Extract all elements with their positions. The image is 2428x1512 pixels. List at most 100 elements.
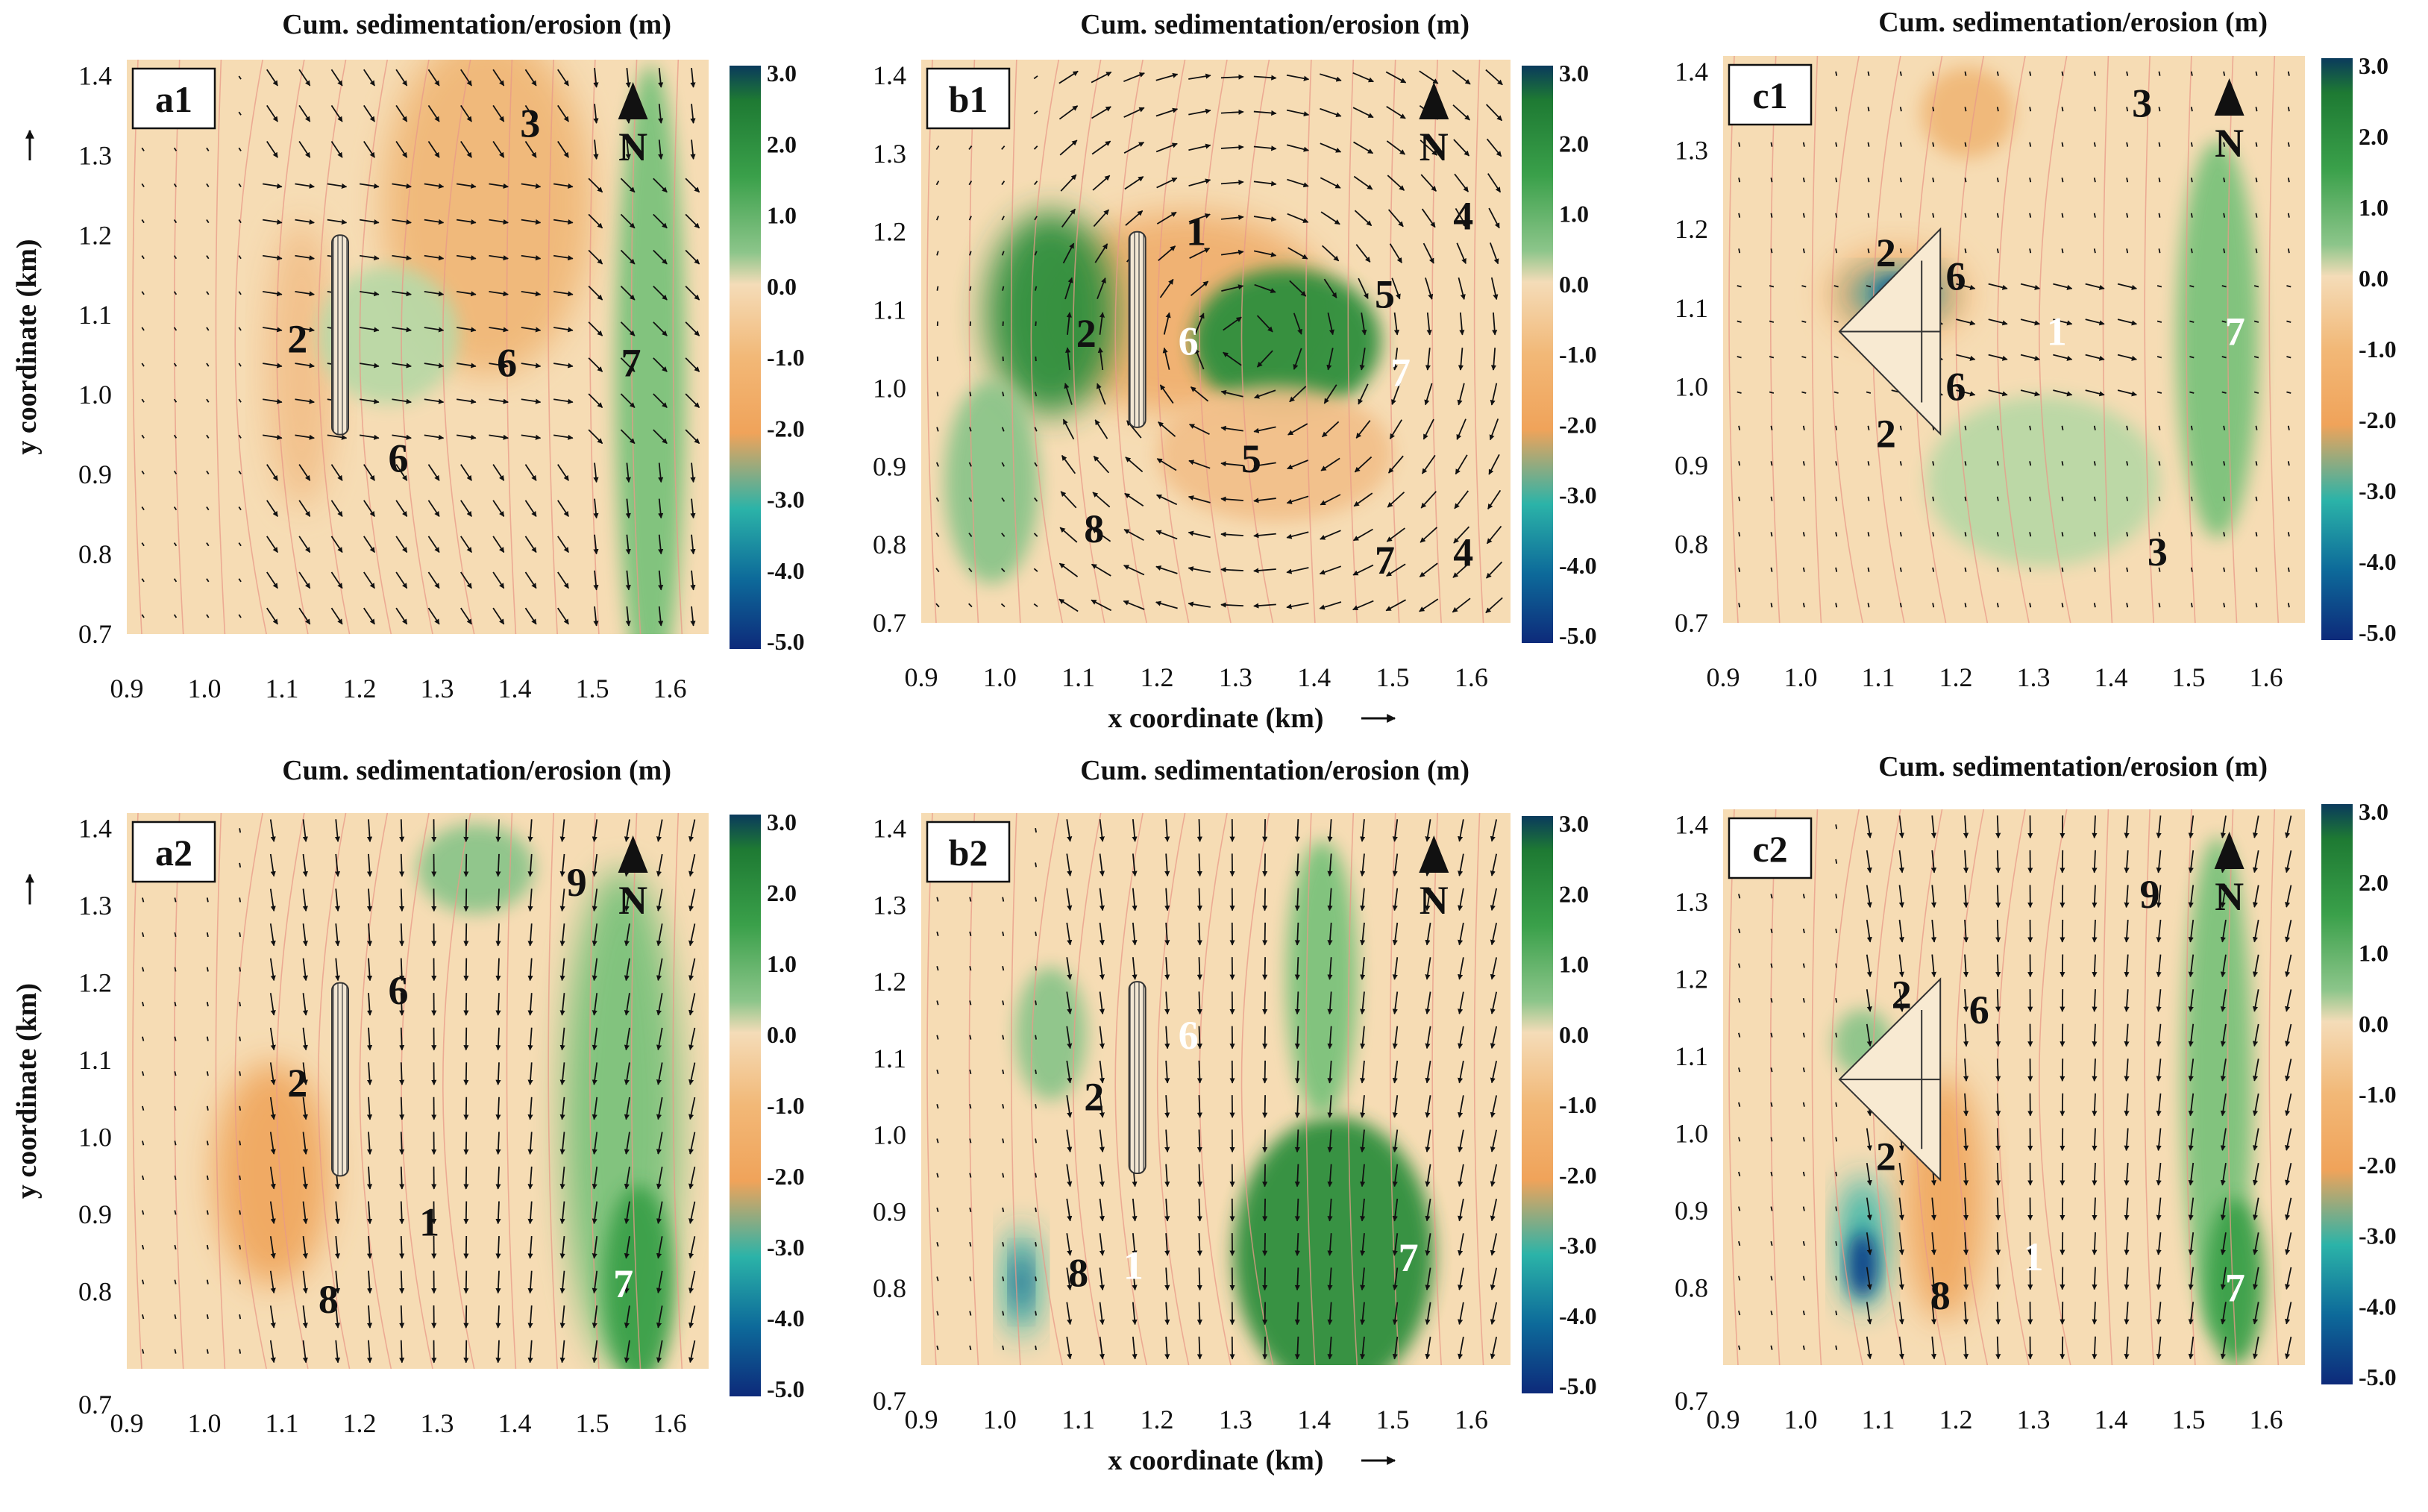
- velocity-arrow: [1490, 1026, 1498, 1050]
- panel-label-text: b2: [949, 832, 988, 873]
- velocity-arrow: [1001, 462, 1005, 467]
- colorbar: 3.0 2.0 1.0 0.0 -1.0 -2.0 -3.0 -4.0 -5.0: [2321, 798, 2397, 1390]
- velocity-arrow: [330, 571, 343, 589]
- velocity-arrow: [1392, 1129, 1399, 1152]
- velocity-arrow: [424, 290, 445, 297]
- colorbar-tick-label: -5.0: [1559, 1373, 1597, 1399]
- velocity-arrow: [1158, 245, 1176, 261]
- velocity-arrow: [1352, 72, 1374, 83]
- velocity-arrow: [1457, 383, 1465, 406]
- velocity-arrow: [173, 578, 178, 583]
- bathymetry-contour: [1240, 813, 1274, 1365]
- velocity-arrow: [1001, 181, 1006, 186]
- velocity-arrow: [330, 464, 343, 481]
- y-tick-label: 1.4: [1675, 57, 1708, 87]
- velocity-arrow: [1455, 208, 1468, 228]
- y-tick-label: 1.1: [873, 1044, 906, 1073]
- velocity-arrow: [527, 1097, 533, 1120]
- zone-label: 8: [1084, 506, 1104, 551]
- velocity-arrow: [427, 500, 440, 517]
- velocity-arrow: [2060, 919, 2065, 943]
- groin-structure: [1128, 981, 1146, 1175]
- bathymetry-contour: [1347, 60, 1358, 623]
- velocity-arrow: [1099, 1267, 1105, 1290]
- velocity-arrow: [1737, 320, 1742, 323]
- x-tick-label: 1.0: [983, 1405, 1017, 1434]
- velocity-arrow: [1035, 1035, 1038, 1040]
- velocity-arrow: [1490, 1233, 1498, 1256]
- velocity-arrow: [1738, 496, 1741, 501]
- velocity-arrow: [1738, 178, 1741, 183]
- colorbar-tick-label: -2.0: [1559, 1161, 1597, 1188]
- bathymetry-contour: [1199, 60, 1232, 623]
- velocity-arrow: [1034, 181, 1038, 186]
- velocity-arrow: [334, 888, 341, 912]
- velocity-arrow: [2117, 319, 2137, 326]
- velocity-arrow: [688, 1132, 696, 1155]
- velocity-arrow: [658, 462, 664, 483]
- x-tick-label: 1.5: [1376, 1405, 1410, 1434]
- velocity-arrow: [620, 178, 636, 193]
- velocity-arrow: [1964, 567, 1967, 572]
- x-tick-label: 1.3: [1219, 662, 1252, 692]
- velocity-arrow: [142, 1244, 145, 1250]
- velocity-arrow: [656, 923, 663, 947]
- velocity-arrow: [1094, 243, 1108, 263]
- velocity-arrow: [327, 219, 348, 225]
- velocity-arrow: [1033, 533, 1038, 537]
- velocity-arrow: [625, 139, 631, 160]
- bathymetry-contour: [1240, 60, 1274, 623]
- velocity-arrow: [592, 1236, 598, 1259]
- velocity-arrow: [968, 533, 973, 537]
- colorbar-tick-label: 1.0: [767, 950, 797, 977]
- bathymetry-contour: [926, 60, 937, 623]
- sediment-blob: [603, 1185, 674, 1369]
- velocity-arrow: [363, 536, 375, 553]
- velocity-arrow: [1360, 957, 1366, 980]
- velocity-arrow: [1964, 248, 1967, 254]
- velocity-arrow: [2053, 389, 2073, 397]
- velocity-arrow: [1320, 530, 1341, 540]
- velocity-arrow: [142, 1001, 145, 1007]
- velocity-arrow: [688, 819, 696, 842]
- velocity-arrow: [239, 1314, 242, 1320]
- velocity-arrow: [1058, 598, 1079, 612]
- velocity-arrow: [142, 897, 145, 903]
- velocity-arrow: [1093, 455, 1110, 474]
- velocity-arrow: [1458, 277, 1466, 300]
- velocity-arrow: [2253, 391, 2259, 394]
- velocity-arrow: [1319, 601, 1342, 610]
- x-tick-label: 1.4: [498, 674, 532, 703]
- velocity-arrow: [489, 183, 509, 189]
- velocity-arrow: [238, 398, 242, 403]
- velocity-arrow: [427, 607, 440, 625]
- velocity-arrow: [1059, 527, 1078, 543]
- velocity-arrow: [2156, 391, 2162, 394]
- bathymetry-contour: [1811, 56, 1822, 623]
- velocity-arrow: [588, 178, 603, 193]
- velocity-arrow: [1485, 69, 1503, 86]
- velocity-arrow: [1190, 280, 1209, 296]
- velocity-arrow: [1132, 1233, 1138, 1256]
- velocity-arrow: [1490, 1302, 1498, 1326]
- zone-label: 9: [567, 860, 587, 905]
- velocity-arrow: [1360, 1164, 1366, 1188]
- y-tick-label: 1.0: [873, 1120, 906, 1150]
- velocity-arrow: [2020, 319, 2040, 326]
- velocity-arrow: [968, 497, 973, 502]
- velocity-arrow: [1164, 888, 1170, 912]
- y-tick-label: 1.2: [1675, 214, 1708, 244]
- velocity-arrow: [1254, 389, 1276, 399]
- velocity-arrow: [366, 1062, 373, 1085]
- velocity-arrow: [1294, 819, 1300, 842]
- velocity-arrow: [427, 464, 440, 481]
- velocity-arrow: [527, 1270, 533, 1294]
- velocity-arrow: [457, 434, 477, 440]
- bathymetry-contour: [1073, 60, 1105, 623]
- velocity-arrow: [399, 1305, 405, 1329]
- north-label: N: [2215, 874, 2244, 919]
- velocity-arrow: [495, 1062, 501, 1085]
- velocity-arrow: [553, 183, 574, 189]
- velocity-arrow: [366, 853, 373, 877]
- velocity-arrow: [141, 434, 145, 439]
